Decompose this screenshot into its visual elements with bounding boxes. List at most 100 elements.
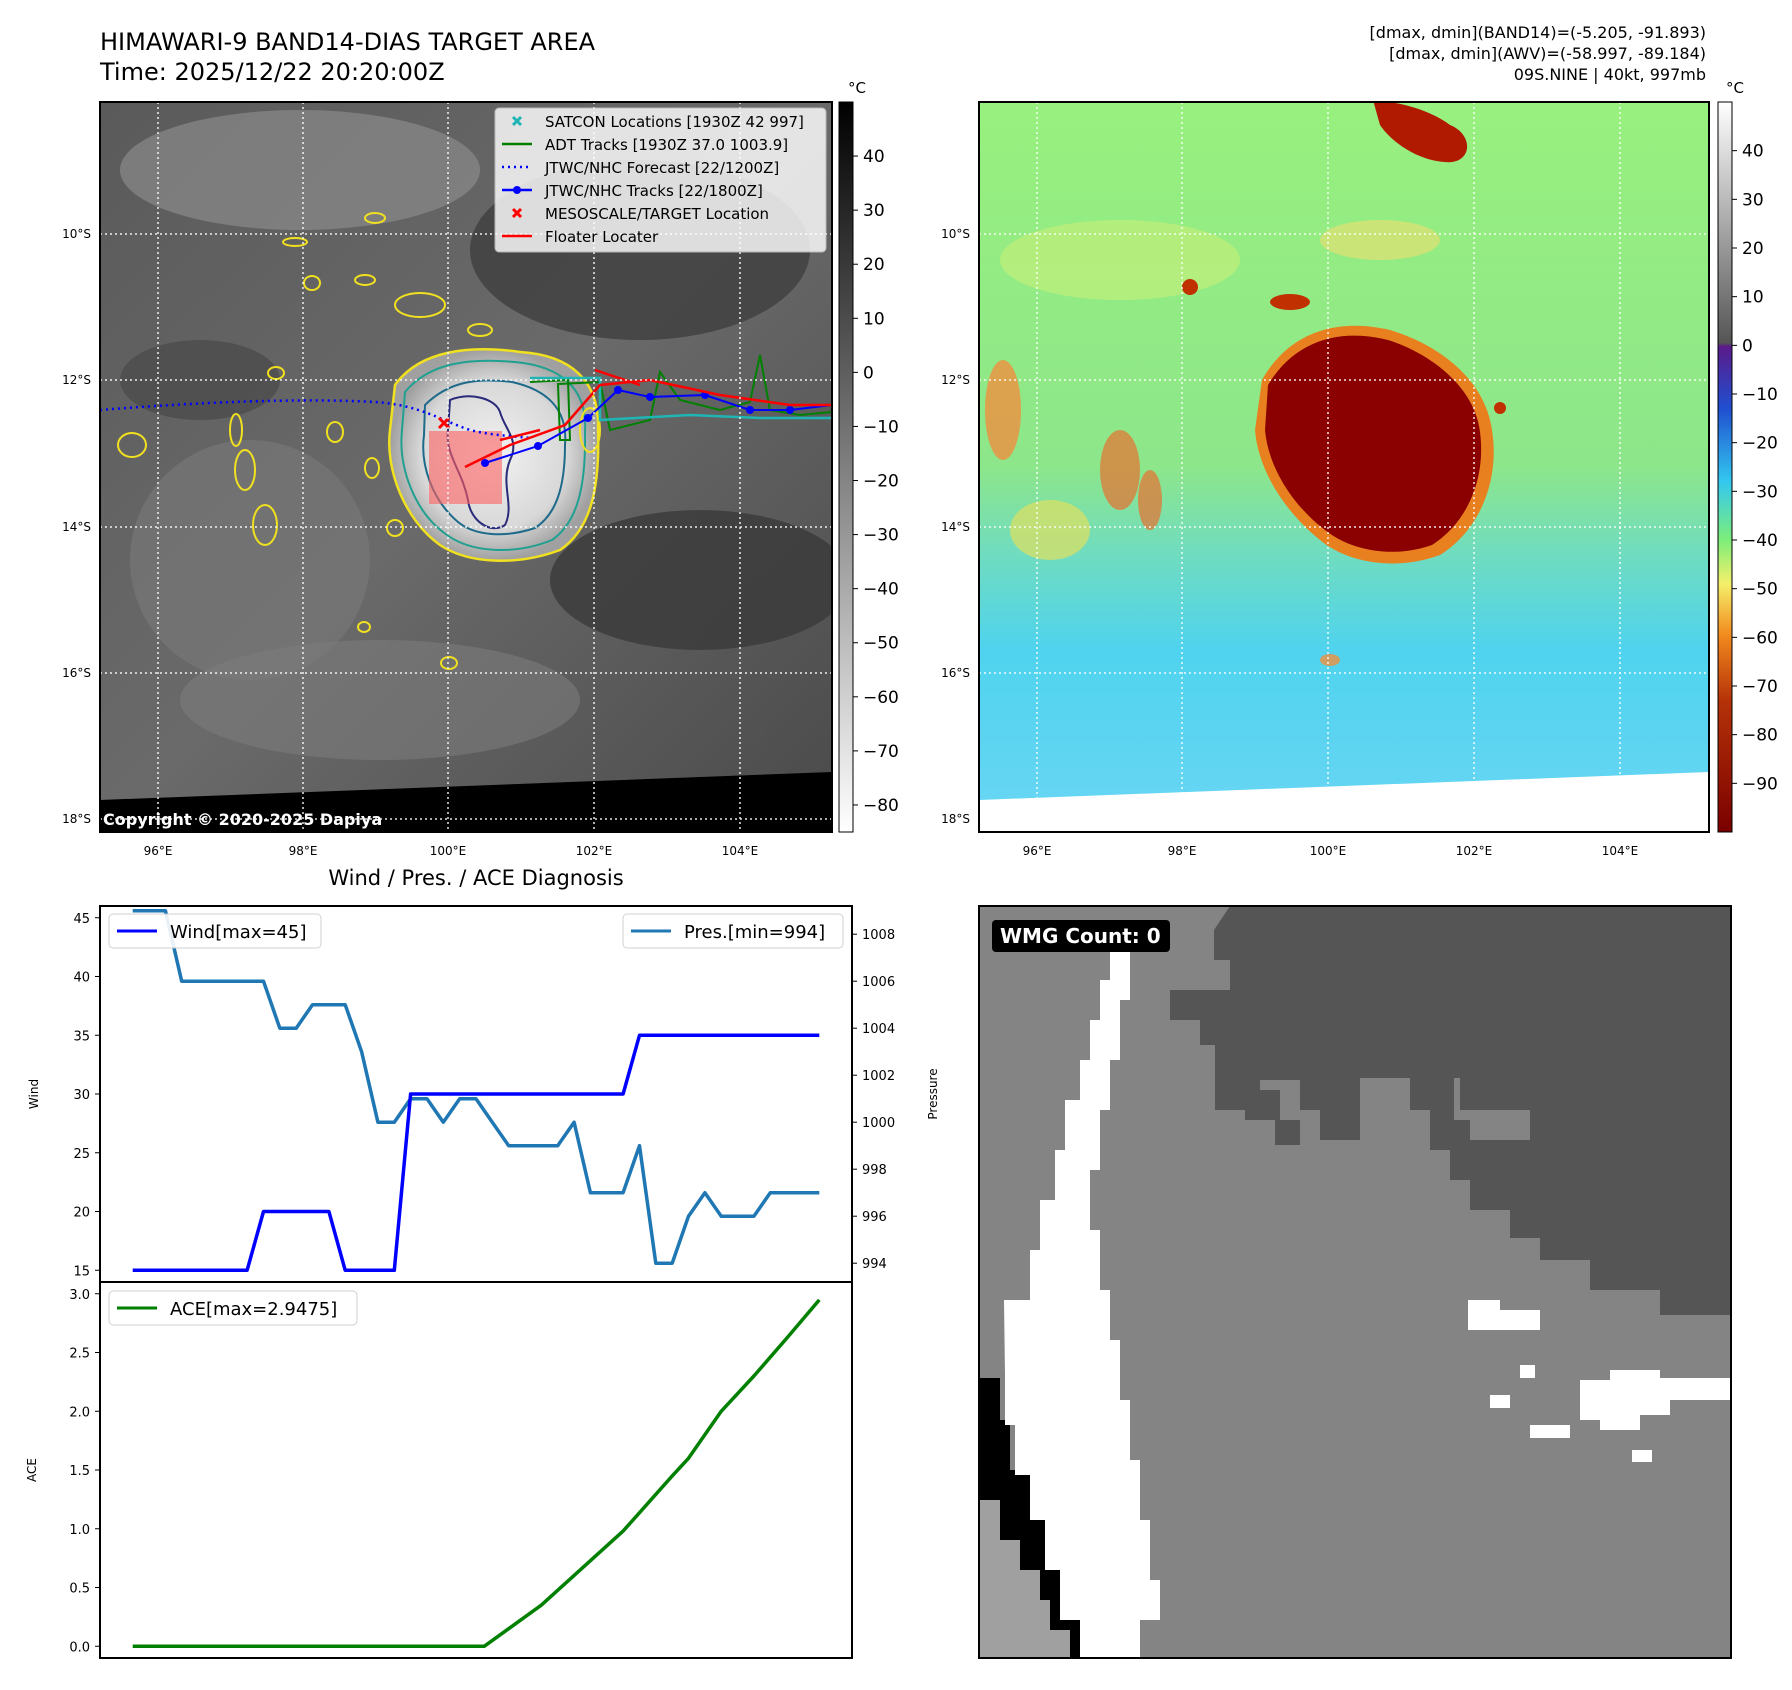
wind-pressure-plot [132, 908, 820, 1273]
gray-colorbar-tick-label: 20 [863, 255, 885, 275]
color-lat-labels: 10°S 12°S 14°S 16°S 18°S [941, 227, 970, 826]
svg-text:98°E: 98°E [289, 844, 318, 858]
gray-colorbar-tick-label: −30 [863, 526, 899, 546]
wmg-count-badge [992, 920, 1170, 952]
svg-text:18°S: 18°S [62, 812, 91, 826]
ir-lon-labels: 96°E 98°E 100°E 102°E 104°E [144, 844, 759, 858]
wind-tick-label: 40 [73, 971, 90, 986]
gray-colorbar-tick-label: −50 [863, 634, 899, 654]
gray-colorbar-tick-label: 30 [863, 201, 885, 221]
color-colorbar-tick-label: 40 [1742, 142, 1764, 162]
svg-text:14°S: 14°S [62, 520, 91, 534]
diagnosis-title: Wind / Pres. / ACE Diagnosis [328, 866, 623, 890]
color-map-panel: 10°S 12°S 14°S 16°S 18°S 96°E 98°E 100°E… [941, 79, 1778, 858]
wind-tick-label: 15 [73, 1264, 90, 1279]
figure-title: HIMAWARI-9 BAND14-DIAS TARGET AREA [100, 28, 596, 56]
color-colorbar-unit: °C [1726, 79, 1744, 97]
svg-text:102°E: 102°E [576, 844, 613, 858]
ace-tick-label: 0.0 [69, 1640, 90, 1655]
color-colorbar-tick-label: −50 [1742, 580, 1778, 600]
stats-awv: [dmax, dmin](AWV)=(-58.997, -89.184) [1389, 44, 1706, 63]
map-legend-symbols [502, 115, 532, 238]
svg-text:12°S: 12°S [941, 373, 970, 387]
wmg-dark-region [1170, 906, 1731, 1315]
pressure-ticks: 1008 1006 1004 1002 1000 998 996 994 [852, 928, 895, 1272]
svg-text:16°S: 16°S [941, 666, 970, 680]
svg-text:10°S: 10°S [941, 227, 970, 241]
wind-ylabel: Wind [27, 1079, 41, 1109]
wind-line [132, 1033, 820, 1273]
color-colorbar-tick-label: 20 [1742, 239, 1764, 259]
wind-tick-label: 20 [73, 1206, 90, 1221]
wind-tick-label: 35 [73, 1029, 90, 1044]
ace-axes-bg [100, 1282, 852, 1658]
stats-band14: [dmax, dmin](BAND14)=(-5.205, -91.893) [1370, 23, 1706, 42]
color-colorbar-tick-label: −80 [1742, 726, 1778, 746]
pressure-legend: Pres.[min=994] [622, 913, 844, 949]
color-storm-core [1265, 335, 1482, 552]
legend-adt: ADT Tracks [1930Z 37.0 1003.9] [545, 136, 788, 154]
mesoscale-target-marker [437, 416, 451, 430]
ace-tick-label: 1.5 [69, 1464, 90, 1479]
color-gridlines [979, 102, 1709, 832]
legend-forecast: JTWC/NHC Forecast [22/1200Z] [544, 159, 779, 177]
color-lon-labels: 96°E 98°E 100°E 102°E 104°E [1023, 844, 1639, 858]
svg-text:102°E: 102°E [1456, 844, 1493, 858]
color-cloud-north [1373, 102, 1467, 163]
wind-tick-label: 45 [73, 912, 90, 927]
pressure-tick-label: 996 [862, 1210, 887, 1225]
svg-text:98°E: 98°E [1168, 844, 1197, 858]
svg-text:14°S: 14°S [941, 520, 970, 534]
svg-text:100°E: 100°E [1310, 844, 1347, 858]
wmg-count-label: WMG Count: 0 [1000, 924, 1161, 948]
pressure-line [132, 908, 820, 1265]
gray-colorbar-tick-label: 10 [863, 309, 885, 329]
ace-tick-label: 2.5 [69, 1347, 90, 1362]
color-map-nodata [979, 772, 1709, 832]
color-colorbar-tick-label: 30 [1742, 190, 1764, 210]
pressure-tick-label: 1008 [862, 928, 895, 943]
forecast-track [100, 399, 531, 440]
satcon-track [530, 376, 832, 422]
wind-ticks: 45 40 35 30 25 20 15 [73, 912, 100, 1279]
gray-colorbar-unit: °C [848, 79, 866, 97]
gray-colorbar-tick-label: −80 [863, 796, 899, 816]
gray-colorbar-tick-label: 40 [863, 147, 885, 167]
ace-tick-label: 0.5 [69, 1582, 90, 1597]
ace-legend-label: ACE[max=2.9475] [170, 1299, 337, 1320]
svg-text:12°S: 12°S [62, 373, 91, 387]
ace-plot [132, 1298, 821, 1649]
wmg-white-region [1004, 940, 1160, 1658]
pressure-tick-label: 1000 [862, 1116, 895, 1131]
copyright-text: Copyright © 2020-2025 Dapiya [103, 810, 382, 829]
svg-text:104°E: 104°E [722, 844, 759, 858]
ace-ylabel: ACE [25, 1458, 39, 1482]
gray-colorbar [838, 101, 854, 833]
svg-text:96°E: 96°E [1023, 844, 1052, 858]
wind-tick-label: 25 [73, 1147, 90, 1162]
pressure-tick-label: 1004 [862, 1022, 895, 1037]
pressure-tick-label: 998 [862, 1163, 887, 1178]
ir-map-panel: SATCON Locations [1930Z 42 997] ADT Trac… [62, 79, 899, 858]
gray-colorbar-tick-label: −40 [863, 580, 899, 600]
figure-time: Time: 2025/12/22 20:20:00Z [99, 58, 445, 86]
wmg-frame [978, 905, 1732, 1659]
wmg-black-region [979, 1378, 1120, 1658]
pressure-tick-label: 1002 [862, 1069, 895, 1084]
color-colorbar-tick-label: −60 [1742, 628, 1778, 648]
diagnosis-panel: Wind / Pres. / ACE Diagnosis 45 40 35 30 25 2… [25, 866, 940, 1659]
wind-legend-label: Wind[max=45] [170, 922, 307, 943]
color-colorbar-tick-label: −40 [1742, 531, 1778, 551]
floater-locater [464, 368, 832, 469]
map-legend [494, 107, 827, 253]
svg-text:96°E: 96°E [144, 844, 173, 858]
color-colorbar-tick-label: 10 [1742, 288, 1764, 308]
ace-tick-label: 1.0 [69, 1523, 90, 1538]
pressure-tick-label: 1006 [862, 975, 895, 990]
stats-storm: 09S.NINE | 40kt, 997mb [1514, 65, 1706, 84]
pressure-ylabel: Pressure [926, 1068, 940, 1119]
ace-legend: ACE[max=2.9475] [108, 1290, 358, 1326]
color-colorbar-tick-label: −30 [1742, 482, 1778, 502]
wmg-panel: WMG Count: 0 [978, 905, 1732, 1659]
color-colorbar-tick-label: 0 [1742, 336, 1753, 356]
